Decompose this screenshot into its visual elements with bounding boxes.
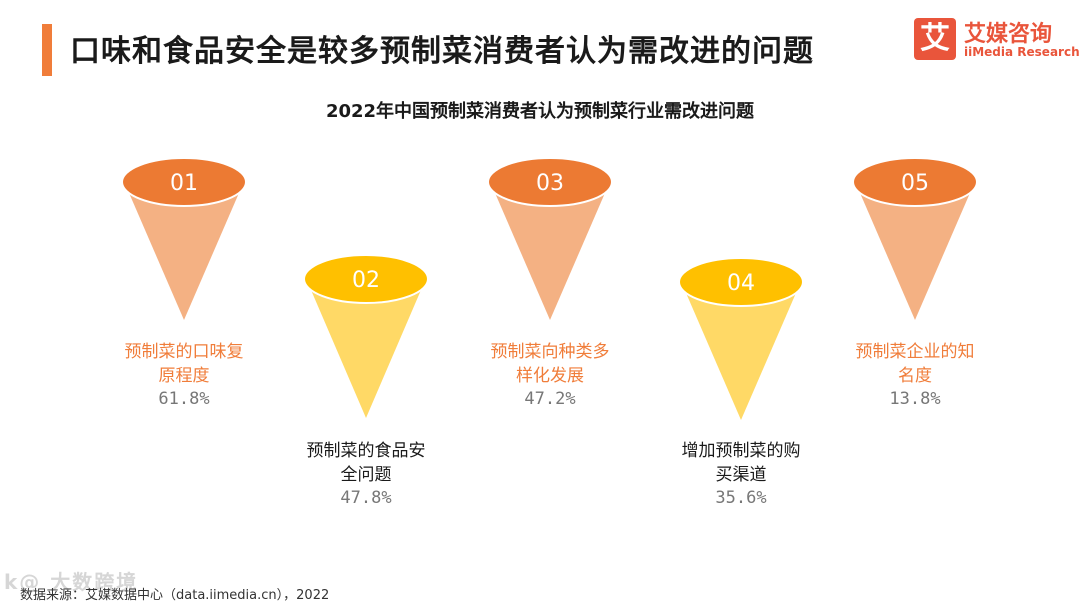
cone-number: 03 xyxy=(536,171,564,196)
page-title: 口味和食品安全是较多预制菜消费者认为需改进的问题 xyxy=(70,34,814,69)
category-label: 预制菜向种类多 样化发展 xyxy=(465,340,635,388)
category-label-line: 原程度 xyxy=(158,366,210,386)
data-label: 47.8% xyxy=(340,488,392,508)
cone-marker: 03 xyxy=(487,157,613,320)
data-label: 47.2% xyxy=(524,389,576,409)
cone-cap xyxy=(487,157,613,207)
source-note: 数据来源：艾媒数据中心（data.iimedia.cn），2022 xyxy=(20,588,330,603)
category-label: 预制菜企业的知 名度 xyxy=(830,340,1000,388)
iimedia-logo: 艾 艾媒咨询 iiMedia Research xyxy=(914,14,1080,68)
watermark: k@ 大数跨境 xyxy=(4,570,139,594)
category-label: 预制菜的口味复 原程度 xyxy=(99,340,269,388)
cone-number: 01 xyxy=(170,171,198,196)
logo-name-en: iiMedia Research xyxy=(964,45,1080,59)
category-label-line: 名度 xyxy=(898,366,932,386)
category-label-line: 预制菜的食品安 xyxy=(306,441,426,461)
chart-title: 2022年中国预制菜消费者认为预制菜行业需改进问题 xyxy=(325,101,755,122)
category-label-line: 预制菜向种类多 xyxy=(490,342,610,362)
cone-marker: 02 xyxy=(303,254,429,418)
data-label: 13.8% xyxy=(889,389,941,409)
cone-number: 04 xyxy=(727,271,755,296)
cone-number: 05 xyxy=(901,171,929,196)
cone-number: 02 xyxy=(352,268,380,293)
category-label-line: 预制菜的口味复 xyxy=(124,342,244,362)
category-label: 增加预制菜的购 买渠道 xyxy=(656,439,826,487)
data-label: 35.6% xyxy=(715,488,767,508)
logo-name-cn: 艾媒咨询 xyxy=(964,22,1053,47)
cone-body xyxy=(126,186,242,320)
cone-body xyxy=(308,283,424,418)
data-label: 61.8% xyxy=(158,389,210,409)
cone-body xyxy=(683,286,799,420)
cone-marker: 01 xyxy=(121,157,247,320)
title-accent-bar xyxy=(42,24,52,76)
category-label-line: 买渠道 xyxy=(715,465,767,485)
cone-body xyxy=(857,186,973,320)
cone-body xyxy=(492,186,608,320)
category-label-line: 样化发展 xyxy=(516,366,584,386)
cone-cap xyxy=(678,257,804,307)
cone-cap xyxy=(852,157,978,207)
category-label-line: 预制菜企业的知 xyxy=(855,342,975,362)
cone-cap xyxy=(303,254,429,304)
category-label-line: 增加预制菜的购 xyxy=(681,441,801,461)
cone-marker: 04 xyxy=(678,257,804,420)
logo-mark-icon: 艾 xyxy=(914,18,956,60)
category-label: 预制菜的食品安 全问题 xyxy=(281,439,451,487)
cone-cap xyxy=(121,157,247,207)
category-label-line: 全问题 xyxy=(340,465,392,485)
cone-marker: 05 xyxy=(852,157,978,320)
